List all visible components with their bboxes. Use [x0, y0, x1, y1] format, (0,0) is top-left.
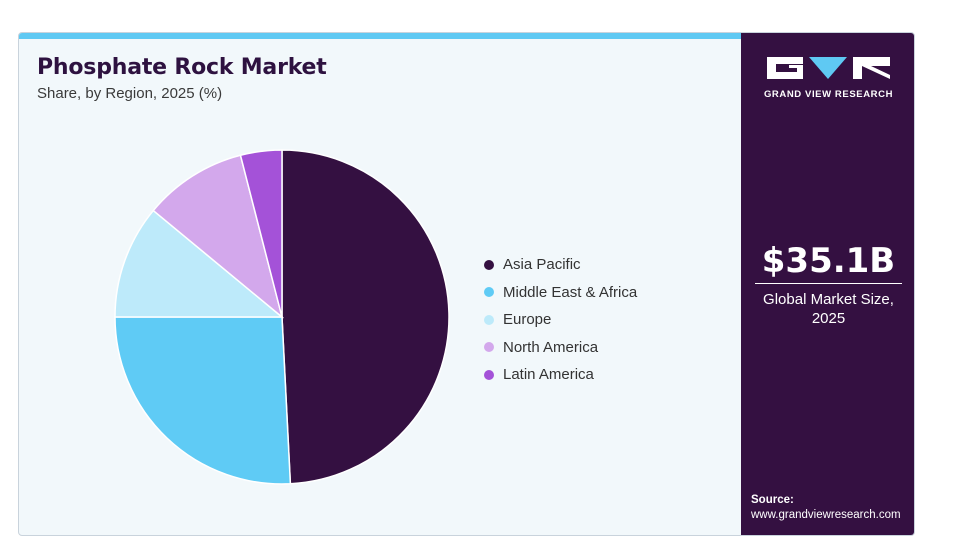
legend-swatch — [484, 259, 494, 270]
legend-label: North America — [503, 338, 599, 356]
pie-slice-north-america — [152, 154, 284, 320]
pie-slice-middle-east-and-africa — [114, 316, 292, 485]
legend-swatch — [484, 369, 494, 380]
chart-subtitle: Share, by Region, 2025 (%) — [37, 85, 223, 102]
legend-item-europe: Europe — [484, 306, 637, 334]
chart-title: Phosphate Rock Market — [37, 55, 327, 80]
legend-label: Asia Pacific — [503, 256, 581, 274]
market-size-caption: Global Market Size, 2025 — [741, 290, 914, 328]
legend-label: Latin America — [503, 366, 594, 384]
summary-panel: GRAND VIEW RESEARCH $35.1B Global Market… — [741, 33, 914, 535]
caption-line-1: Global Market Size, — [763, 291, 894, 308]
accent-bar — [19, 33, 741, 39]
legend-item-asia-pacific: Asia Pacific — [484, 251, 637, 279]
legend-swatch — [484, 342, 494, 353]
legend-label: Middle East & Africa — [503, 283, 638, 301]
source-link[interactable]: www.grandviewresearch.com — [751, 509, 901, 521]
pie-slice-latin-america — [239, 149, 283, 318]
source-label: Source: — [751, 494, 794, 506]
chart-card: Phosphate Rock Market Share, by Region, … — [18, 32, 915, 536]
divider — [755, 283, 902, 284]
pie-slice-asia-pacific — [281, 149, 450, 485]
legend-item-north-america: North America — [484, 334, 637, 362]
market-size-value: $35.1B — [761, 241, 896, 281]
chart-legend: Asia Pacific Middle East & Africa Europe No… — [484, 251, 637, 389]
caption-line-2: 2025 — [811, 310, 846, 327]
pie-slice-europe — [114, 209, 285, 318]
legend-label: Europe — [503, 311, 552, 329]
legend-item-latin-america: Latin America — [484, 361, 637, 389]
legend-swatch — [484, 287, 494, 298]
pie-chart — [114, 149, 450, 485]
gvr-logo-icon — [767, 57, 890, 79]
brand-name: GRAND VIEW RESEARCH — [763, 89, 894, 100]
legend-item-middle-east-and-africa: Middle East & Africa — [484, 279, 637, 307]
legend-swatch — [484, 314, 494, 325]
